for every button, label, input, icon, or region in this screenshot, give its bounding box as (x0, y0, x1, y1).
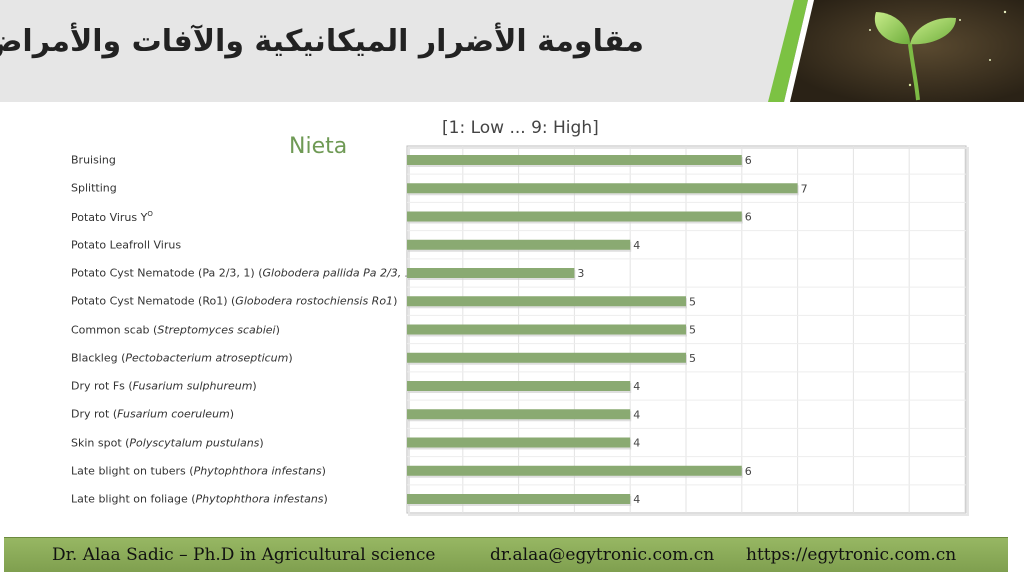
footer-website: https://egytronic.com.cn (746, 545, 957, 565)
scale-note: [1: Low ... 9: High] (442, 118, 599, 138)
category-label: Bruising (71, 153, 116, 167)
data-label: 6 (745, 211, 752, 224)
data-label: 4 (633, 437, 640, 450)
category-label: Blackleg (Pectobacterium atrosepticum) (71, 351, 293, 365)
bar (407, 494, 631, 504)
bar (407, 239, 631, 250)
category-label: Potato Leafroll Virus (71, 238, 182, 252)
footer-author: Dr. Alaa Sadic – Ph.D in Agricultural sc… (52, 545, 436, 565)
data-label: 4 (633, 493, 640, 506)
category-label: Potato Cyst Nematode (Ro1) (Globodera ro… (71, 294, 398, 308)
variety-name: Nieta (289, 134, 348, 159)
category-label: Late blight on tubers (Phytophthora infe… (71, 464, 326, 478)
category-label: Common scab (Streptomyces scabiei) (71, 323, 280, 336)
footer-email: dr.alaa@egytronic.com.cn (490, 545, 715, 565)
data-label: 5 (689, 352, 696, 365)
category-label: Splitting (71, 181, 117, 195)
data-label: 6 (745, 465, 752, 478)
bar (407, 155, 742, 165)
category-label: Late blight on foliage (Phytophthora inf… (71, 492, 328, 506)
bar (407, 352, 686, 363)
bar (407, 268, 575, 278)
category-label: Skin spot (Polyscytalum pustulans) (71, 436, 264, 449)
bar (407, 324, 686, 335)
footer-bar: Dr. Alaa Sadic – Ph.D in Agricultural sc… (4, 537, 1008, 572)
slide-header: مقاومة الأضرار الميكانيكية والآفات والأم… (0, 0, 1024, 102)
data-label: 5 (689, 324, 696, 337)
data-label: 6 (745, 154, 752, 167)
data-label: 4 (633, 380, 640, 393)
bar (407, 409, 631, 420)
bar (407, 381, 631, 391)
bar (407, 296, 686, 307)
slide-title: مقاومة الأضرار الميكانيكية والآفات والأم… (0, 24, 644, 59)
bar (407, 437, 631, 448)
data-label: 5 (689, 295, 696, 308)
bar (407, 211, 742, 222)
seedling-photo (768, 0, 1024, 102)
data-label: 4 (633, 408, 640, 421)
category-label: Dry rot (Fusarium coeruleum) (71, 407, 235, 421)
category-label: Potato Virus YO (71, 209, 153, 224)
category-label: Dry rot Fs (Fusarium sulphureum) (71, 379, 257, 393)
bar (407, 465, 742, 476)
data-label: 4 (633, 239, 640, 252)
bar (407, 183, 798, 194)
data-label: 3 (577, 267, 584, 280)
data-label: 7 (801, 182, 808, 195)
